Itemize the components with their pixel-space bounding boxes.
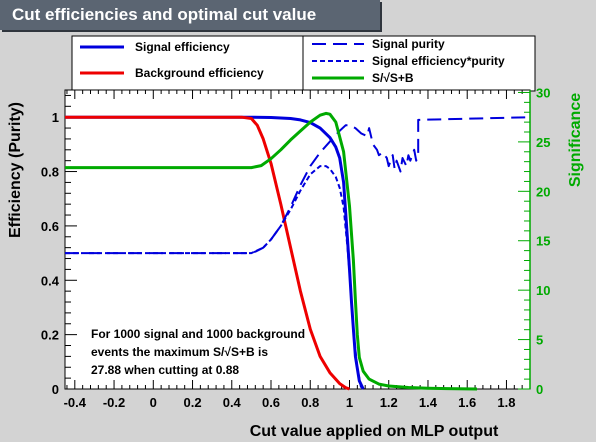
legend-label-2: Signal purity — [372, 37, 445, 51]
y-tick-label: 0.2 — [41, 328, 59, 343]
x-tick-label: 0.8 — [301, 395, 319, 410]
y2-tick-label: 5 — [536, 333, 543, 348]
x-tick-label: 1.8 — [497, 395, 515, 410]
y2-tick-label: 20 — [536, 184, 550, 199]
legend-label-4: S/√S+B — [372, 71, 414, 85]
y-axis-title: Efficiency (Purity) — [7, 102, 24, 238]
x-tick-label: 1.6 — [458, 395, 476, 410]
y2-tick-label: 15 — [536, 234, 550, 249]
y-tick-label: 1 — [52, 110, 59, 125]
x-tick-label: -0.4 — [64, 395, 87, 410]
legend-label-3: Signal efficiency*purity — [372, 54, 505, 68]
y2-tick-label: 10 — [536, 283, 550, 298]
x-tick-label: 0.4 — [223, 395, 242, 410]
x-tick-label: 0.2 — [183, 395, 201, 410]
annotation-line-3: 27.88 when cutting at 0.88 — [91, 363, 239, 377]
y-tick-label: 0.6 — [41, 219, 59, 234]
x-axis-title: Cut value applied on MLP output — [250, 423, 499, 440]
annotation-line-2: events the maximum S/√S+B is — [91, 345, 268, 359]
x-tick-label: 1.4 — [419, 395, 438, 410]
y-tick-label: 0.4 — [41, 273, 60, 288]
y2-tick-label: 30 — [536, 85, 550, 100]
annotation-line-1: For 1000 signal and 1000 background — [91, 327, 305, 341]
x-tick-label: -0.2 — [103, 395, 125, 410]
legend-label-1: Background efficiency — [135, 66, 264, 80]
legend-label-0: Signal efficiency — [135, 40, 230, 54]
x-tick-label: 1.2 — [380, 395, 398, 410]
y-tick-label: 0.8 — [41, 165, 59, 180]
y2-tick-label: 0 — [536, 382, 543, 397]
y2-axis-title: Significance — [567, 93, 584, 187]
y-tick-label: 0 — [52, 382, 59, 397]
y2-tick-label: 25 — [536, 135, 550, 150]
x-tick-label: 0.6 — [262, 395, 280, 410]
x-tick-label: 0 — [150, 395, 157, 410]
x-tick-label: 1 — [346, 395, 353, 410]
